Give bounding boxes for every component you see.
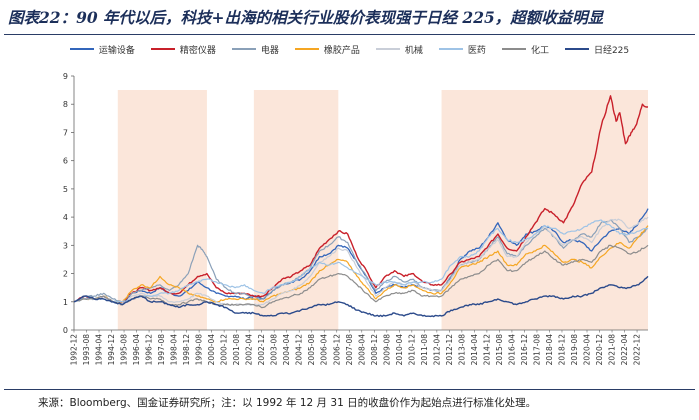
series-line-4 xyxy=(73,225,649,303)
legend-label: 橡胶产品 xyxy=(323,45,360,56)
source-note: 来源：Bloomberg、国金证券研究所；注：以 1992 年 12 月 31 … xyxy=(38,397,537,409)
x-tick-label: 2014-12 xyxy=(482,334,491,366)
x-tick-label: 2018-12 xyxy=(557,334,566,366)
x-tick-label: 2022-12 xyxy=(633,334,642,366)
legend-swatch xyxy=(501,48,526,50)
x-tick-label: 2020-04 xyxy=(583,334,592,366)
x-tick-label: 2000-04 xyxy=(207,334,216,366)
x-tick-label: 2014-04 xyxy=(470,334,479,366)
x-tick-label: 2016-04 xyxy=(507,334,516,366)
x-tick-label: 1994-12 xyxy=(107,334,116,366)
x-tick-label: 2002-12 xyxy=(257,334,266,366)
y-tick-label: 1 xyxy=(63,298,68,307)
x-tick-label: 2013-08 xyxy=(457,334,466,366)
legend-label: 医药 xyxy=(467,45,486,56)
legend-swatch xyxy=(69,48,94,50)
legend-item: 运输设备 xyxy=(69,43,135,56)
series-line-6 xyxy=(73,219,649,303)
series-line-5 xyxy=(73,216,649,306)
legend-item: 机械 xyxy=(375,43,423,56)
y-tick-label: 5 xyxy=(63,185,68,194)
x-tick-label: 2017-08 xyxy=(532,334,541,366)
x-tick-label: 2009-08 xyxy=(382,334,391,366)
series-line-2 xyxy=(73,95,649,304)
x-tick-label: 2022-04 xyxy=(620,334,629,366)
y-tick-label: 0 xyxy=(63,326,68,335)
y-tick-label: 9 xyxy=(63,72,68,81)
legend-item: 医药 xyxy=(438,43,486,56)
series-line-8 xyxy=(73,275,649,318)
x-tick-label: 2000-12 xyxy=(220,334,229,366)
legend-swatch xyxy=(438,48,463,50)
chart-legend: 运输设备 精密仪器 电器 橡胶产品 机械 医药 化工 日经225 xyxy=(0,40,699,58)
x-tick-label: 2007-08 xyxy=(345,334,354,366)
chart-title: 图表22：90 年代以后，科技+出海的相关行业股价表现强于日经 225，超额收益… xyxy=(8,8,604,27)
legend-swatch xyxy=(150,48,175,50)
x-tick-label: 2010-12 xyxy=(407,334,416,366)
x-tick-label: 1994-04 xyxy=(95,334,104,366)
x-tick-label: 2019-08 xyxy=(570,334,579,366)
x-tick-label: 2018-04 xyxy=(545,334,554,366)
x-tick-label: 2015-08 xyxy=(495,334,504,366)
x-tick-label: 2021-08 xyxy=(608,334,617,366)
x-tick-label: 2020-12 xyxy=(595,334,604,366)
x-tick-label: 2006-12 xyxy=(332,334,341,366)
legend-item: 化工 xyxy=(501,43,549,56)
legend-swatch xyxy=(564,48,589,50)
x-tick-label: 1995-08 xyxy=(120,334,129,366)
y-tick-label: 2 xyxy=(63,270,68,279)
x-tick-label: 1993-08 xyxy=(82,334,91,366)
x-tick-label: 1998-04 xyxy=(170,334,179,366)
legend-label: 日经225 xyxy=(593,45,630,56)
x-tick-label: 2011-08 xyxy=(420,334,429,366)
footer-divider xyxy=(4,389,695,390)
legend-swatch xyxy=(231,48,256,50)
x-tick-label: 1997-08 xyxy=(157,334,166,366)
x-tick-label: 2012-04 xyxy=(432,334,441,366)
x-tick-label: 2006-04 xyxy=(320,334,329,366)
x-tick-label: 2012-12 xyxy=(445,334,454,366)
x-tick-label: 2010-04 xyxy=(395,334,404,366)
x-tick-label: 2004-12 xyxy=(295,334,304,366)
x-tick-label: 2001-08 xyxy=(232,334,241,366)
x-tick-label: 2008-04 xyxy=(357,334,366,366)
legend-label: 精密仪器 xyxy=(179,45,216,56)
x-tick-label: 1992-12 xyxy=(69,334,78,366)
legend-label: 电器 xyxy=(260,45,279,56)
y-tick-label: 3 xyxy=(63,241,68,250)
legend-label: 机械 xyxy=(404,45,423,56)
x-tick-label: 2008-12 xyxy=(370,334,379,366)
y-tick-label: 8 xyxy=(63,100,68,109)
legend-label: 化工 xyxy=(530,45,549,56)
legend-item: 橡胶产品 xyxy=(294,43,360,56)
y-tick-label: 7 xyxy=(63,128,68,137)
x-tick-label: 1998-12 xyxy=(182,334,191,366)
legend-swatch xyxy=(375,48,400,50)
y-tick-label: 6 xyxy=(63,157,68,166)
x-tick-label: 2004-04 xyxy=(282,334,291,366)
legend-item: 日经225 xyxy=(564,43,630,56)
x-tick-label: 2003-08 xyxy=(270,334,279,366)
legend-item: 精密仪器 xyxy=(150,43,216,56)
x-tick-label: 2016-12 xyxy=(520,334,529,366)
y-tick-label: 4 xyxy=(63,213,68,222)
legend-item: 电器 xyxy=(231,43,279,56)
title-divider xyxy=(4,34,695,35)
shaded-period-3 xyxy=(441,90,648,330)
x-tick-label: 2005-08 xyxy=(307,334,316,366)
legend-swatch xyxy=(294,48,319,50)
x-tick-label: 2002-04 xyxy=(245,334,254,366)
x-tick-label: 1999-08 xyxy=(195,334,204,366)
x-tick-label: 1996-12 xyxy=(145,334,154,366)
x-tick-label: 1996-04 xyxy=(132,334,141,366)
legend-label: 运输设备 xyxy=(98,45,135,56)
